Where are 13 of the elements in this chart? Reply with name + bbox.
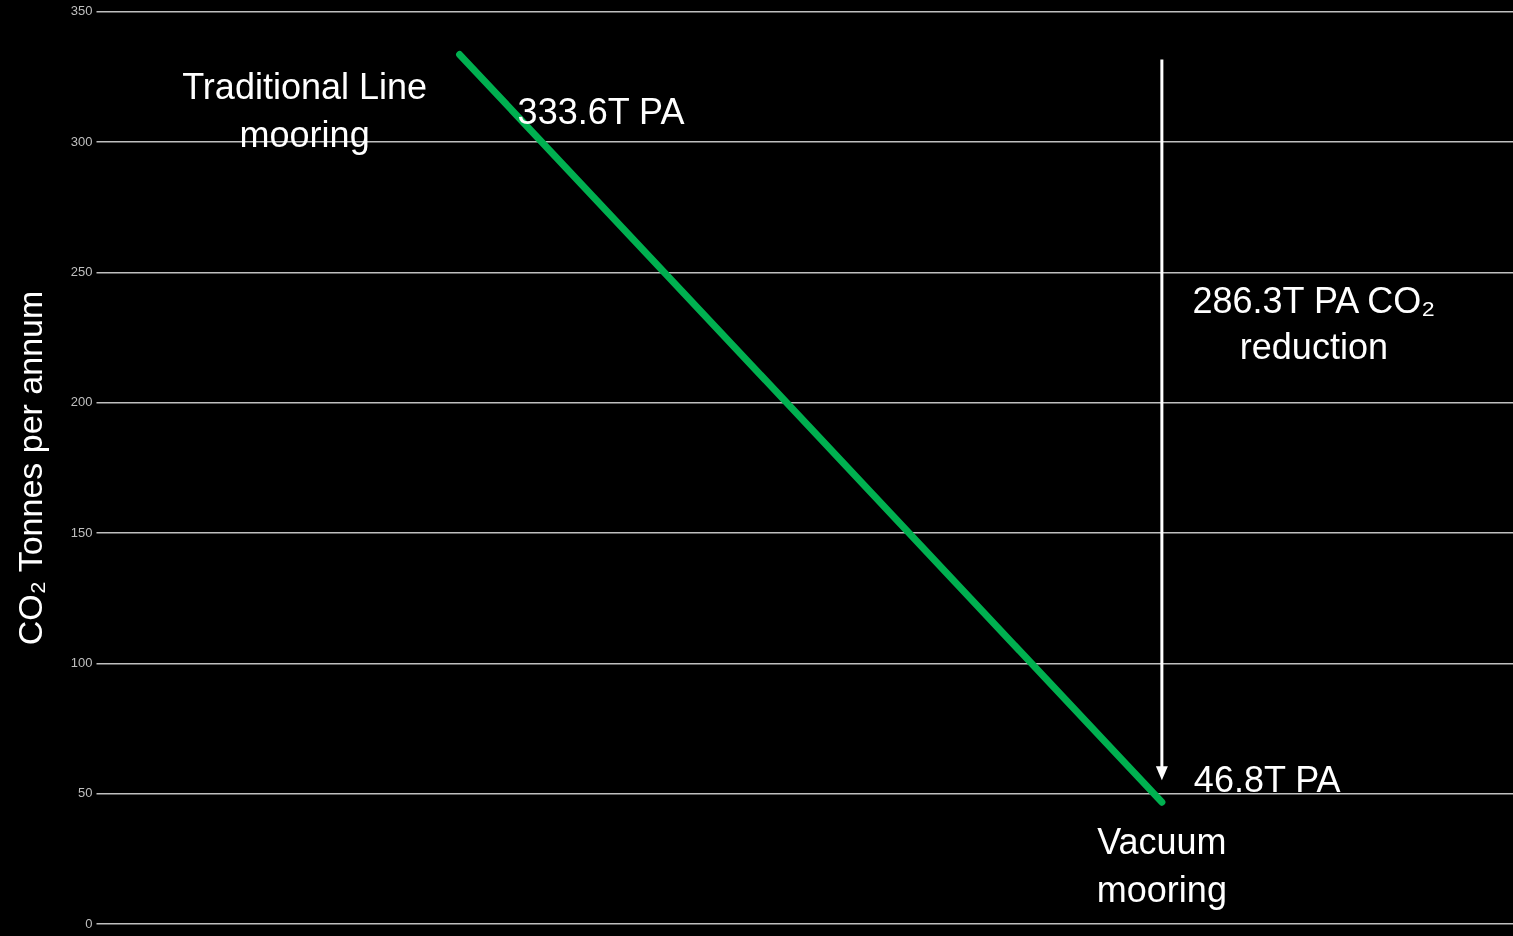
- y-tick-label: 350: [70, 3, 93, 19]
- y-axis-title: CO₂ Tonnes per annum: [10, 290, 49, 646]
- text: 333.6T PA: [517, 91, 685, 133]
- y-tick-label: 50: [78, 785, 93, 801]
- y-tick-label: 0: [85, 915, 93, 931]
- y-tick-label: 100: [70, 655, 93, 671]
- y-tick-label: 250: [70, 264, 93, 280]
- annotation: 286.3T PA CO₂ reduction: [1192, 279, 1436, 367]
- annotation: Vacuum mooring: [1096, 821, 1227, 911]
- text: 46.8T PA: [1193, 759, 1341, 801]
- y-tick-label: 200: [70, 394, 93, 410]
- y-tick-label: 150: [70, 524, 93, 540]
- y-tick-label: 300: [70, 133, 93, 149]
